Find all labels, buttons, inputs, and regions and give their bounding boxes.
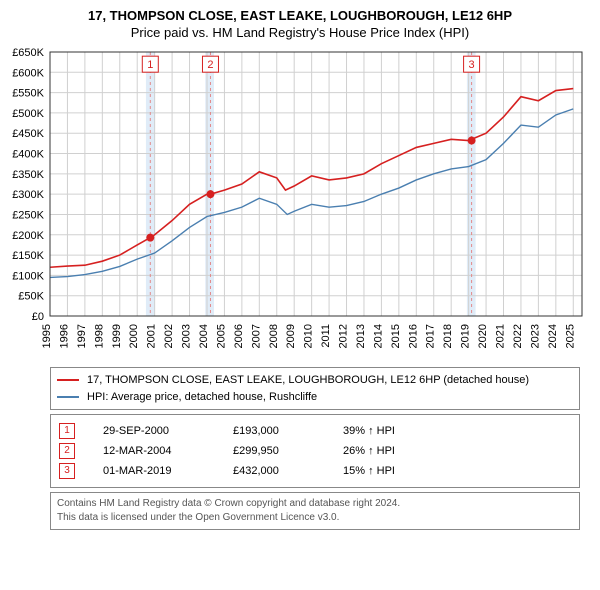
svg-text:2001: 2001 [146, 324, 158, 348]
svg-text:2017: 2017 [425, 324, 437, 348]
sale-badge: 2 [59, 443, 75, 459]
sale-pct: 15% ↑ HPI [343, 465, 395, 477]
svg-text:£100K: £100K [12, 270, 44, 282]
sale-badge: 3 [59, 463, 75, 479]
legend-swatch [57, 396, 79, 398]
svg-text:2015: 2015 [390, 324, 402, 348]
svg-text:2011: 2011 [320, 324, 332, 348]
svg-text:2012: 2012 [338, 324, 350, 348]
svg-text:2: 2 [207, 59, 213, 71]
sale-date: 29-SEP-2000 [103, 425, 233, 437]
sales-table: 1 29-SEP-2000£193,00039% ↑ HPI 2 12-MAR-200… [50, 414, 580, 488]
svg-text:2003: 2003 [181, 324, 193, 348]
svg-text:£150K: £150K [12, 250, 44, 262]
svg-text:2002: 2002 [163, 324, 175, 348]
svg-text:£250K: £250K [12, 209, 44, 221]
svg-text:£50K: £50K [18, 291, 44, 303]
svg-text:1999: 1999 [111, 324, 123, 348]
svg-text:1997: 1997 [76, 324, 88, 348]
legend-swatch [57, 379, 79, 381]
sale-pct: 39% ↑ HPI [343, 425, 395, 437]
legend-box: 17, THOMPSON CLOSE, EAST LEAKE, LOUGHBOR… [50, 367, 580, 410]
svg-text:£0: £0 [32, 311, 44, 323]
footer-line-2: This data is licensed under the Open Gov… [57, 511, 573, 525]
svg-text:£300K: £300K [12, 189, 44, 201]
sale-row: 1 29-SEP-2000£193,00039% ↑ HPI [57, 421, 573, 441]
svg-text:2000: 2000 [128, 324, 140, 348]
svg-text:2024: 2024 [547, 324, 559, 348]
svg-text:1998: 1998 [93, 324, 105, 348]
svg-text:2019: 2019 [460, 324, 472, 348]
svg-text:2018: 2018 [442, 324, 454, 348]
svg-text:£650K: £650K [12, 47, 44, 59]
svg-text:3: 3 [469, 59, 475, 71]
svg-text:2005: 2005 [215, 324, 227, 348]
svg-text:£450K: £450K [12, 128, 44, 140]
footer-box: Contains HM Land Registry data © Crown c… [50, 492, 580, 530]
legend-label: 17, THOMPSON CLOSE, EAST LEAKE, LOUGHBOR… [87, 372, 529, 389]
svg-text:2020: 2020 [477, 324, 489, 348]
svg-text:2004: 2004 [198, 324, 210, 348]
svg-text:2006: 2006 [233, 324, 245, 348]
sale-price: £299,950 [233, 445, 343, 457]
sale-date: 01-MAR-2019 [103, 465, 233, 477]
svg-text:£400K: £400K [12, 149, 44, 161]
sale-row: 2 12-MAR-2004£299,95026% ↑ HPI [57, 441, 573, 461]
legend-row: 17, THOMPSON CLOSE, EAST LEAKE, LOUGHBOR… [57, 372, 573, 389]
svg-text:1995: 1995 [41, 324, 53, 348]
svg-text:2009: 2009 [285, 324, 297, 348]
svg-text:2016: 2016 [407, 324, 419, 348]
svg-text:2008: 2008 [268, 324, 280, 348]
svg-text:2025: 2025 [564, 324, 576, 348]
legend-label: HPI: Average price, detached house, Rush… [87, 389, 317, 406]
svg-text:£500K: £500K [12, 108, 44, 120]
sale-date: 12-MAR-2004 [103, 445, 233, 457]
svg-text:£200K: £200K [12, 230, 44, 242]
svg-text:2007: 2007 [250, 324, 262, 348]
legend-row: HPI: Average price, detached house, Rush… [57, 389, 573, 406]
svg-text:2021: 2021 [495, 324, 507, 348]
svg-text:£350K: £350K [12, 169, 44, 181]
svg-text:2013: 2013 [355, 324, 367, 348]
title-sub: Price paid vs. HM Land Registry's House … [0, 23, 600, 46]
line-chart: £0 £50K £100K £150K £200K £250K £300K £350K £400… [0, 46, 600, 356]
svg-text:2010: 2010 [303, 324, 315, 348]
chart-area: £0 £50K £100K £150K £200K £250K £300K £350K £400… [0, 46, 600, 361]
svg-text:£550K: £550K [12, 88, 44, 100]
svg-text:1: 1 [147, 59, 153, 71]
title-main: 17, THOMPSON CLOSE, EAST LEAKE, LOUGHBOR… [0, 0, 600, 23]
footer-line-1: Contains HM Land Registry data © Crown c… [57, 497, 573, 511]
svg-text:1996: 1996 [58, 324, 70, 348]
svg-text:2014: 2014 [372, 324, 384, 348]
svg-text:2023: 2023 [529, 324, 541, 348]
sale-badge: 1 [59, 423, 75, 439]
sale-price: £193,000 [233, 425, 343, 437]
sale-row: 3 01-MAR-2019£432,00015% ↑ HPI [57, 461, 573, 481]
sale-price: £432,000 [233, 465, 343, 477]
svg-text:£600K: £600K [12, 67, 44, 79]
sale-pct: 26% ↑ HPI [343, 445, 395, 457]
svg-text:2022: 2022 [512, 324, 524, 348]
chart-container: 17, THOMPSON CLOSE, EAST LEAKE, LOUGHBOR… [0, 0, 600, 530]
